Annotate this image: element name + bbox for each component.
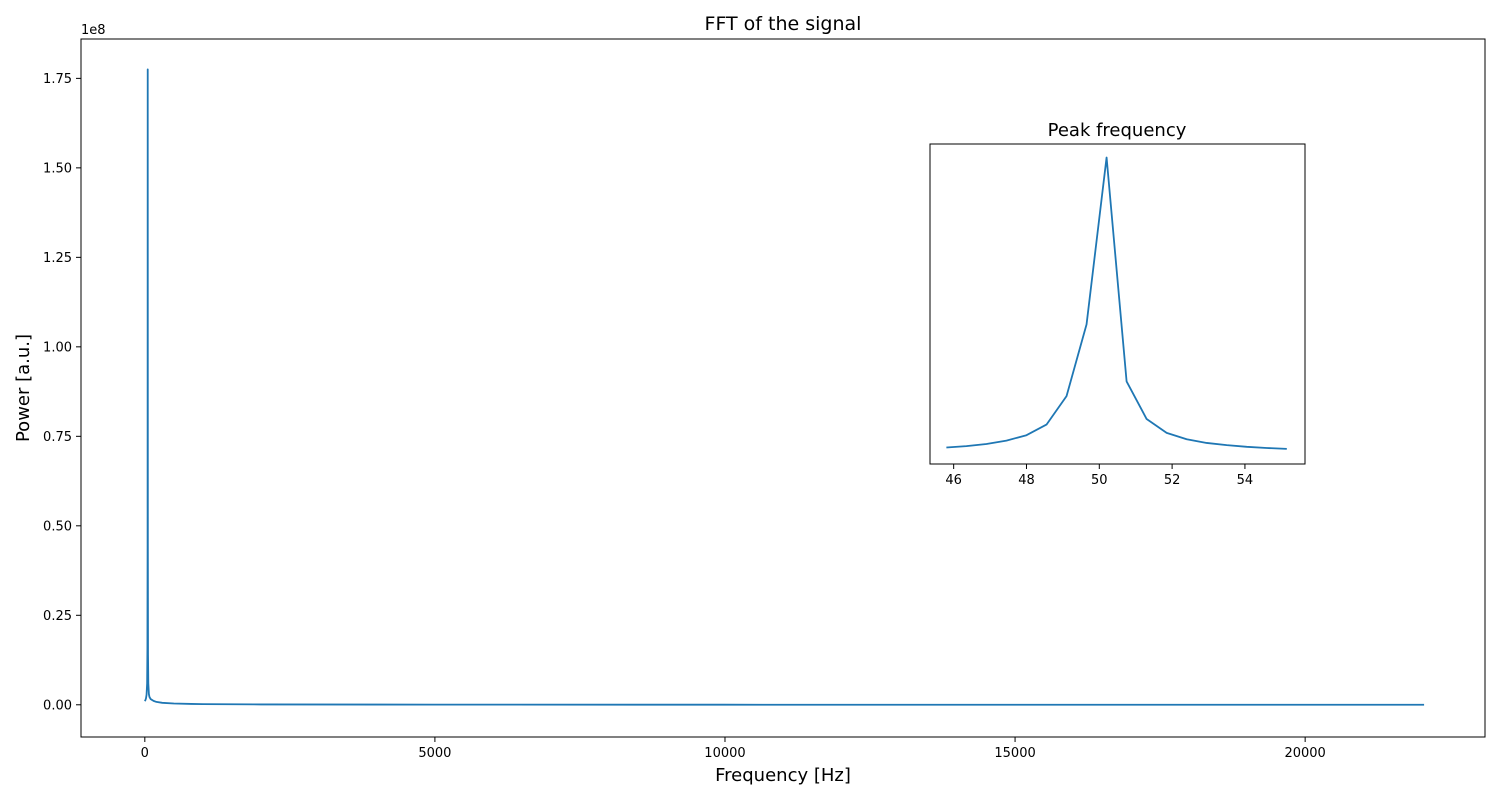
inset-x-ticks: 46 48 50 52 54 [945,464,1253,488]
x-tick-label: 20000 [1284,746,1325,761]
main-x-ticks: 0 5000 10000 15000 20000 [141,737,1326,761]
y-tick-label: 1.00 [43,340,72,355]
y-tick-label: 1.50 [43,161,72,176]
x-tick-label: 50 [1091,473,1108,488]
main-y-axis-label: Power [a.u.] [13,334,34,442]
series-line [946,156,1287,450]
main-y-ticks: 0.00 0.25 0.50 0.75 1.00 1.25 1.50 1.75 [43,72,81,713]
x-tick-label: 52 [1164,473,1181,488]
series-line [144,68,1425,706]
main-y-offset-label: 1e8 [81,23,106,38]
main-title: FFT of the signal [705,13,862,35]
main-x-axis-label: Frequency [Hz] [715,765,851,786]
x-tick-label: 46 [945,473,962,488]
inset-title: Peak frequency [1048,120,1187,141]
y-tick-label: 1.75 [43,72,72,87]
y-tick-label: 0.00 [43,698,72,713]
y-tick-label: 1.25 [43,251,72,266]
y-tick-label: 0.25 [43,609,72,624]
inset-series [946,156,1287,450]
inset-plot-frame [929,143,1306,465]
inset-axes: 46 48 50 52 54 Peak frequency [929,120,1306,488]
x-tick-label: 10000 [704,746,745,761]
x-tick-label: 0 [141,746,149,761]
x-tick-label: 5000 [418,746,451,761]
x-tick-label: 15000 [994,746,1035,761]
main-series [144,68,1425,706]
y-tick-label: 0.50 [43,519,72,534]
y-tick-label: 0.75 [43,430,72,445]
x-tick-label: 54 [1237,473,1254,488]
x-tick-label: 48 [1018,473,1035,488]
